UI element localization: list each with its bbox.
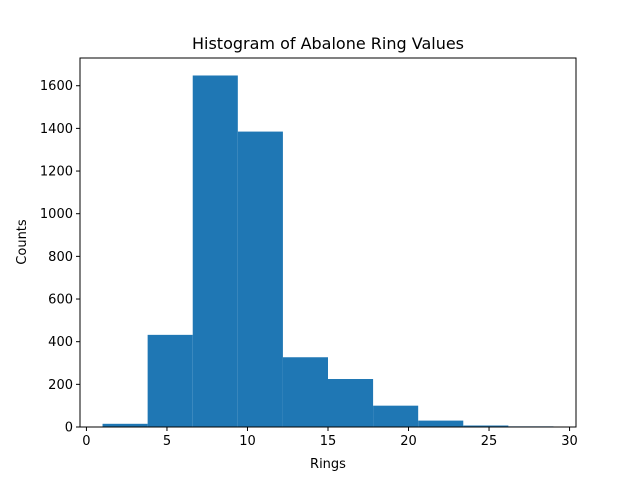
y-tick-label: 1000 <box>40 207 73 222</box>
y-tick-label: 1600 <box>40 79 73 94</box>
x-tick-label: 25 <box>481 434 498 449</box>
chart-title: Histogram of Abalone Ring Values <box>192 34 464 53</box>
y-tick-label: 200 <box>48 378 73 393</box>
histogram-bar <box>237 131 283 427</box>
histogram-bar <box>463 425 509 427</box>
histogram-bar <box>418 420 464 427</box>
y-tick-label: 1200 <box>40 165 73 180</box>
y-tick-label: 600 <box>48 293 73 308</box>
y-tick-label: 1400 <box>40 122 73 137</box>
y-tick-label: 0 <box>65 421 73 436</box>
x-tick-label: 5 <box>163 434 171 449</box>
x-tick-label: 10 <box>239 434 256 449</box>
y-tick-label: 400 <box>48 335 73 350</box>
histogram-bar <box>102 423 148 427</box>
histogram-bar <box>328 379 374 427</box>
x-tick-label: 30 <box>561 434 578 449</box>
x-tick-label: 0 <box>82 434 90 449</box>
histogram-bar <box>147 334 193 427</box>
x-tick-label: 15 <box>320 434 337 449</box>
y-tick-label: 800 <box>48 250 73 265</box>
y-axis-label: Counts <box>15 219 30 265</box>
histogram-bar <box>373 405 419 427</box>
x-axis-label: Rings <box>310 457 346 472</box>
x-tick-label: 20 <box>400 434 417 449</box>
x-axis-ticks: 0 5 10 15 20 25 30 <box>82 427 578 449</box>
histogram-bar <box>192 75 238 427</box>
bars-group <box>102 75 554 427</box>
y-axis-ticks: 0 200 400 600 800 1000 1200 1400 1600 <box>40 79 80 436</box>
histogram-bar <box>282 357 328 427</box>
